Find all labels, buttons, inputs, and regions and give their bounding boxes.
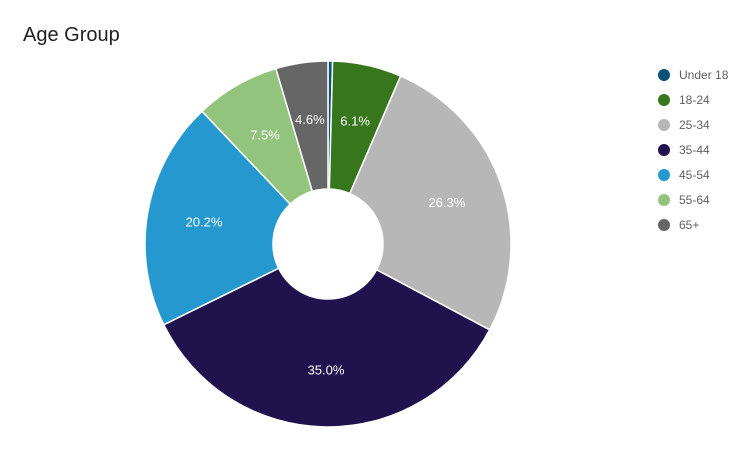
legend-swatch [658, 68, 670, 81]
legend-item: 25-34 [658, 112, 728, 137]
slice-value-label: 20.2% [186, 214, 223, 229]
legend-swatch [658, 143, 670, 156]
pie-slice-45-54 [144, 110, 292, 326]
legend-item: 45-54 [658, 162, 728, 187]
slice-value-label: 35.0% [308, 362, 345, 377]
pie-slice-35-44 [162, 267, 491, 428]
legend-label: 55-64 [679, 192, 710, 207]
legend-swatch [658, 193, 670, 206]
slice-value-label: 26.3% [428, 195, 465, 210]
legend-swatch [658, 118, 670, 131]
chart-legend: Under 18 18-24 25-34 35-44 45-54 55-64 65+ [658, 62, 728, 237]
pie-slice-65- [274, 60, 329, 193]
legend-label: 65+ [679, 217, 700, 232]
legend-label: 25-34 [679, 117, 710, 132]
legend-label: Under 18 [679, 67, 729, 82]
legend-item: 35-44 [658, 137, 728, 162]
legend-swatch [658, 93, 670, 106]
slice-value-label: 7.5% [250, 127, 280, 142]
legend-item: 55-64 [658, 187, 728, 212]
pie-slice-25-34 [348, 75, 512, 331]
legend-item: 65+ [658, 212, 728, 237]
slice-value-label: 4.6% [295, 112, 325, 127]
legend-label: 45-54 [679, 167, 710, 182]
slice-value-label: 6.1% [340, 113, 370, 128]
chart-title: Age Group [23, 24, 120, 46]
legend-label: 35-44 [679, 142, 710, 157]
legend-item: 18-24 [658, 87, 728, 112]
legend-swatch [658, 168, 670, 181]
legend-item: Under 18 [658, 62, 728, 87]
legend-swatch [658, 218, 670, 231]
legend-label: 18-24 [679, 92, 710, 107]
